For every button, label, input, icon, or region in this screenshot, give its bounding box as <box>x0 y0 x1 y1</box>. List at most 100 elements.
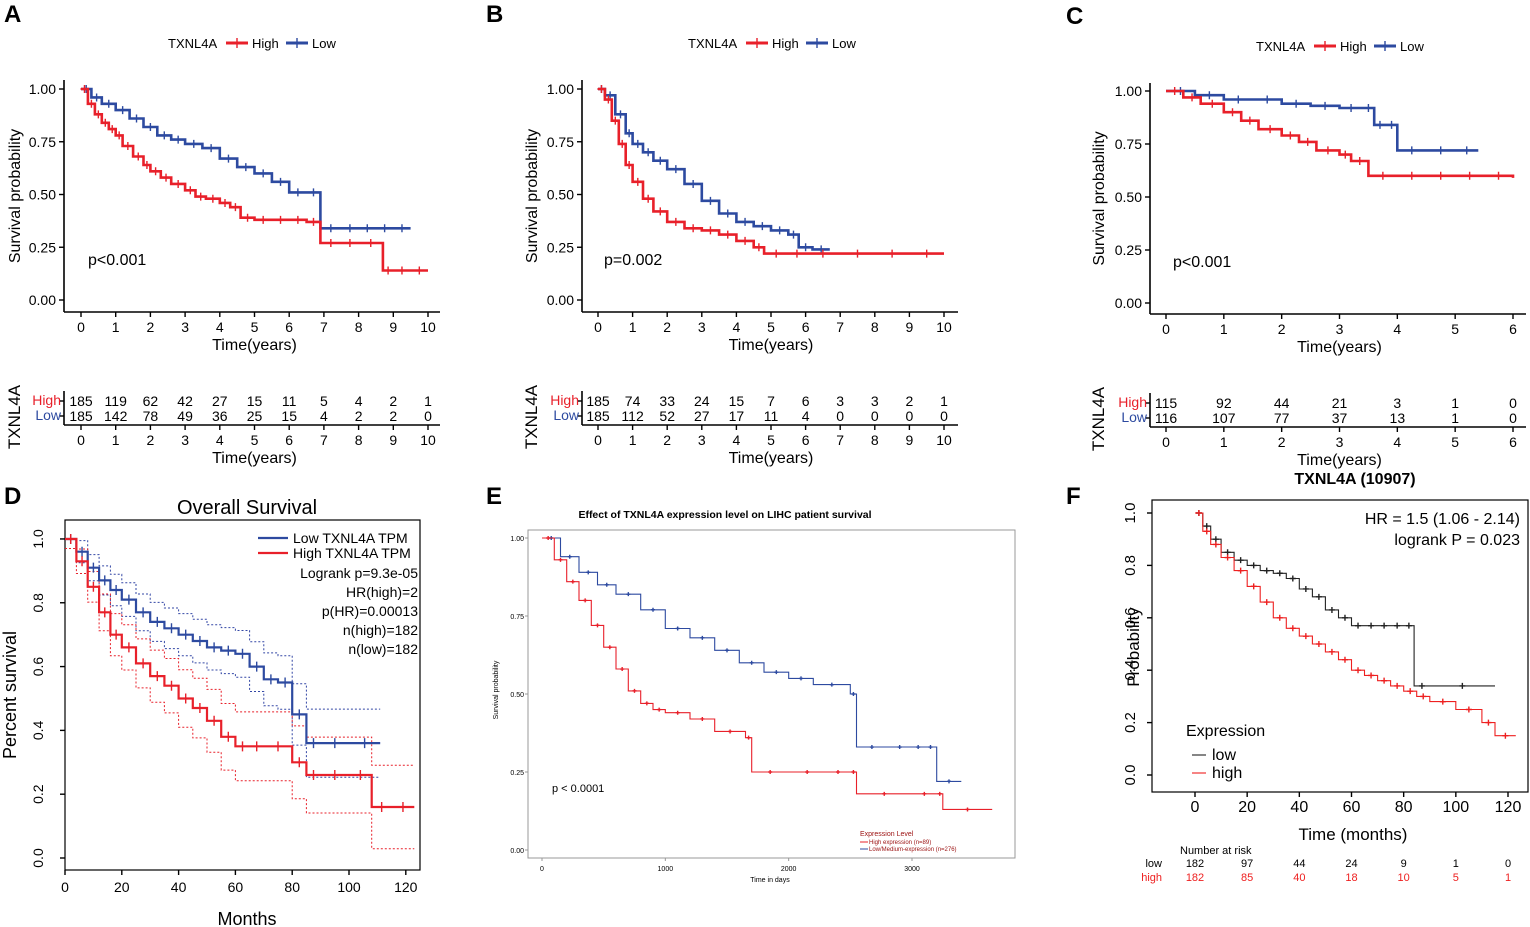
censor-mark-high <box>384 266 393 275</box>
censor-mark-high <box>1170 87 1179 95</box>
censor-mark-low <box>345 224 354 233</box>
hr-value: HR = 1.5 (1.06 - 2.14) <box>1365 511 1520 528</box>
censor-mark-high <box>723 230 732 239</box>
risk-value-low: 27 <box>694 408 710 424</box>
risk-row-label-low: Low <box>553 407 580 423</box>
x-tick-label: 80 <box>1395 799 1413 816</box>
risk-value-high: 15 <box>247 393 263 409</box>
censor-mark-low <box>651 607 655 612</box>
x-axis-title: Time (months) <box>1299 825 1408 844</box>
censor-mark-high <box>108 125 117 134</box>
risk-value-low: 116 <box>1155 410 1178 426</box>
panel-f: F TXNL4A (10907) 0.0 0.2 0.4 0.6 0.8 1.0 0 20 40 60… <box>1066 471 1529 884</box>
p-value: p < 0.0001 <box>552 783 604 795</box>
legend-title: TXNL4A <box>168 36 217 51</box>
censor-mark-high <box>1224 554 1231 561</box>
censor-mark-low <box>1375 120 1384 129</box>
x-tick-label: 80 <box>284 879 300 895</box>
censor-mark-high <box>1286 131 1295 140</box>
plot-frame <box>1151 499 1529 793</box>
x-tick-label: 4 <box>216 319 224 335</box>
censor-mark-high <box>1341 150 1350 159</box>
censor-mark-high <box>1188 93 1197 102</box>
censor-mark-high <box>689 224 698 233</box>
plot-frame <box>64 519 421 871</box>
censor-mark-low <box>1263 567 1270 574</box>
censor-mark-low <box>1203 523 1210 530</box>
risk-value-high: 3 <box>871 393 879 409</box>
censor-mark-low <box>1381 622 1388 629</box>
y-axis-title: Survival probability <box>1091 131 1108 265</box>
censor-mark-high <box>194 703 205 714</box>
risk-value-low: 0 <box>424 408 432 424</box>
censor-mark-high <box>851 770 856 774</box>
y-axis-title: Survival probability <box>524 129 541 263</box>
censor-mark-low <box>1302 585 1309 592</box>
risk-value-low: 2 <box>355 408 363 424</box>
censor-mark-low <box>1263 95 1272 104</box>
risk-x-tick-label: 9 <box>906 432 914 448</box>
y-tick-label: 0.75 <box>1115 136 1142 152</box>
risk-value-high: 0 <box>1509 395 1517 411</box>
y-tick-label: 0.00 <box>547 292 574 308</box>
censor-mark-low <box>1462 146 1471 155</box>
legend-title: Expression Level <box>860 831 914 838</box>
risk-value-low: 1 <box>1451 410 1459 426</box>
censor-mark-high <box>251 741 262 752</box>
y-tick-label: 0.75 <box>29 134 56 150</box>
censor-mark-high <box>1250 583 1257 590</box>
censor-mark-low <box>194 636 205 647</box>
censor-mark-high <box>208 194 217 203</box>
censor-mark-high <box>741 236 750 245</box>
x-tick-label: 4 <box>733 319 741 335</box>
censor-mark-high <box>611 116 620 125</box>
risk-x-tick-label: 3 <box>181 432 189 448</box>
logrank-p: logrank P = 0.023 <box>1394 532 1520 549</box>
censor-mark-low <box>829 682 834 687</box>
censor-mark-low <box>166 623 177 634</box>
risk-table-label: TXNL4A <box>522 384 541 449</box>
x-tick-label: 5 <box>767 319 775 335</box>
censor-mark-low <box>775 226 784 235</box>
censor-mark-high <box>818 249 827 258</box>
legend-label-high: High <box>252 36 279 51</box>
censor-mark-low <box>928 745 933 750</box>
censor-mark-high <box>115 131 124 140</box>
y-tick-label: 0.25 <box>1115 242 1142 258</box>
censor-mark-low <box>897 745 902 750</box>
x-tick-label: 1000 <box>658 866 674 873</box>
censor-mark-high <box>1208 99 1217 108</box>
risk-x-tick-label: 6 <box>285 432 293 448</box>
risk-value-low: 49 <box>177 408 193 424</box>
censor-mark-low <box>1205 91 1214 100</box>
censor-mark-high <box>1263 599 1270 606</box>
censor-mark-low <box>359 738 370 749</box>
censor-mark-high <box>1212 541 1219 548</box>
censor-mark-high <box>1303 137 1312 146</box>
censor-mark-high <box>1276 614 1283 621</box>
risk-value-high: 27 <box>212 393 228 409</box>
censor-mark-high <box>174 179 183 188</box>
censor-mark-low <box>1321 101 1330 110</box>
x-tick-label: 20 <box>1238 799 1256 816</box>
x-tick-label: 40 <box>171 879 187 895</box>
censor-mark-low <box>326 224 335 233</box>
y-tick-label: 0.50 <box>1115 189 1142 205</box>
censor-mark-low <box>604 582 609 587</box>
censor-mark-high <box>792 249 801 258</box>
censor-mark-high <box>937 791 942 796</box>
risk-value-high: 3 <box>836 393 844 409</box>
curve-low <box>81 87 411 230</box>
x-tick-label: 5 <box>251 319 259 335</box>
risk-x-tick-label: 2 <box>663 432 671 448</box>
censor-mark-low <box>1394 622 1401 629</box>
censor-mark-high <box>308 770 319 781</box>
x-axis-title: Time(years) <box>212 337 297 354</box>
stat-line: HR(high)=2 <box>346 584 418 600</box>
legend-label-high: high <box>1212 765 1242 782</box>
risk-x-tick-label: 2 <box>1278 434 1286 450</box>
censor-mark-low <box>616 110 625 119</box>
y-axis-title: Probability <box>1124 607 1143 687</box>
